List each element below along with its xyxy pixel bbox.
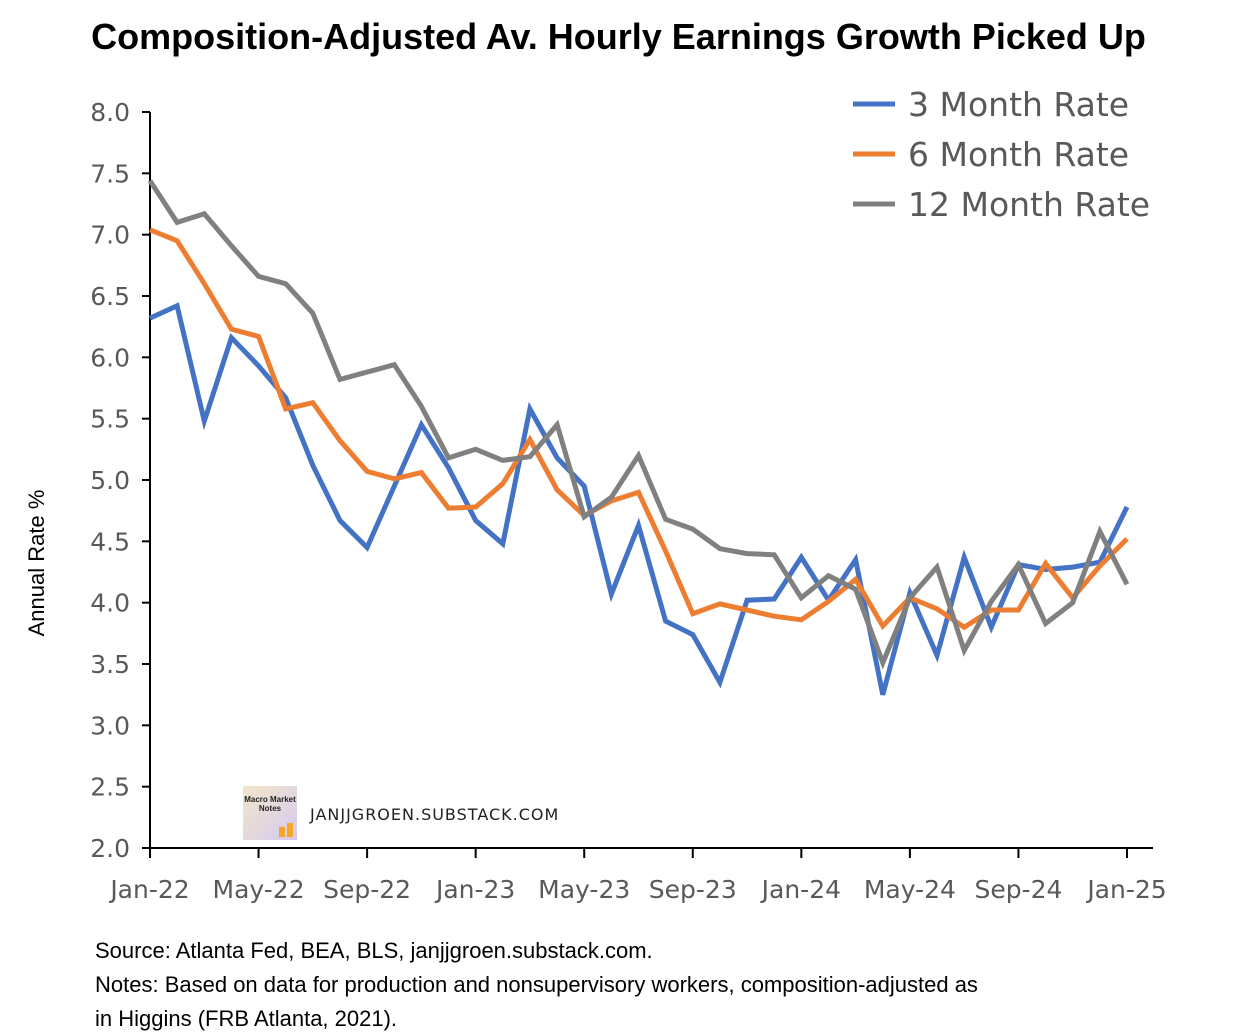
y-tick-label: 3.0 bbox=[90, 711, 130, 740]
legend-label: 6 Month Rate bbox=[908, 135, 1129, 174]
y-tick-label: 6.0 bbox=[90, 343, 130, 372]
y-axis-label: Annual Rate % bbox=[24, 490, 49, 637]
y-tick-label: 7.0 bbox=[90, 221, 130, 250]
y-tick-label: 2.0 bbox=[90, 834, 130, 863]
notes-line: in Higgins (FRB Atlanta, 2021). bbox=[95, 1006, 398, 1031]
x-tick-label: Sep-22 bbox=[323, 875, 411, 904]
y-tick-label: 5.5 bbox=[90, 405, 130, 434]
x-tick-label: May-23 bbox=[538, 875, 630, 904]
y-tick-label: 7.5 bbox=[90, 159, 130, 188]
series-line-6-month-rate bbox=[149, 227, 1129, 631]
series-line-3-month-rate bbox=[148, 302, 1130, 696]
y-tick-label: 2.5 bbox=[90, 773, 130, 802]
x-tick-label: Sep-23 bbox=[649, 875, 737, 904]
legend-label: 12 Month Rate bbox=[908, 185, 1150, 224]
y-tick-label: 8.0 bbox=[90, 98, 130, 127]
x-tick-label: May-22 bbox=[213, 875, 305, 904]
series-line-12-month-rate bbox=[147, 179, 1130, 670]
notes-line: Notes: Based on data for production and … bbox=[95, 972, 978, 997]
x-tick-label: May-24 bbox=[864, 875, 956, 904]
x-tick-label: Jan-23 bbox=[434, 875, 515, 904]
logo-text: Macro Market Notes bbox=[244, 795, 296, 813]
y-tick-label: 5.0 bbox=[90, 466, 130, 495]
y-tick-label: 6.5 bbox=[90, 282, 130, 311]
chart-title: Composition-Adjusted Av. Hourly Earnings… bbox=[91, 16, 1146, 57]
source-note: Source: Atlanta Fed, BEA, BLS, janjjgroe… bbox=[95, 938, 653, 963]
x-tick-label: Jan-22 bbox=[108, 875, 189, 904]
y-tick-label: 4.5 bbox=[90, 527, 130, 556]
macro-market-notes-logo: Macro Market Notes bbox=[243, 786, 297, 840]
y-tick-label: 3.5 bbox=[90, 650, 130, 679]
x-tick-label: Jan-25 bbox=[1085, 875, 1166, 904]
chart-notes: Source: Atlanta Fed, BEA, BLS, janjjgroe… bbox=[95, 934, 978, 1036]
x-tick-label: Jan-24 bbox=[760, 875, 841, 904]
legend-label: 3 Month Rate bbox=[908, 85, 1129, 124]
y-tick-label: 4.0 bbox=[90, 589, 130, 618]
watermark-text: JANJJGROEN.SUBSTACK.COM bbox=[310, 805, 560, 824]
x-tick-label: Sep-24 bbox=[974, 875, 1062, 904]
